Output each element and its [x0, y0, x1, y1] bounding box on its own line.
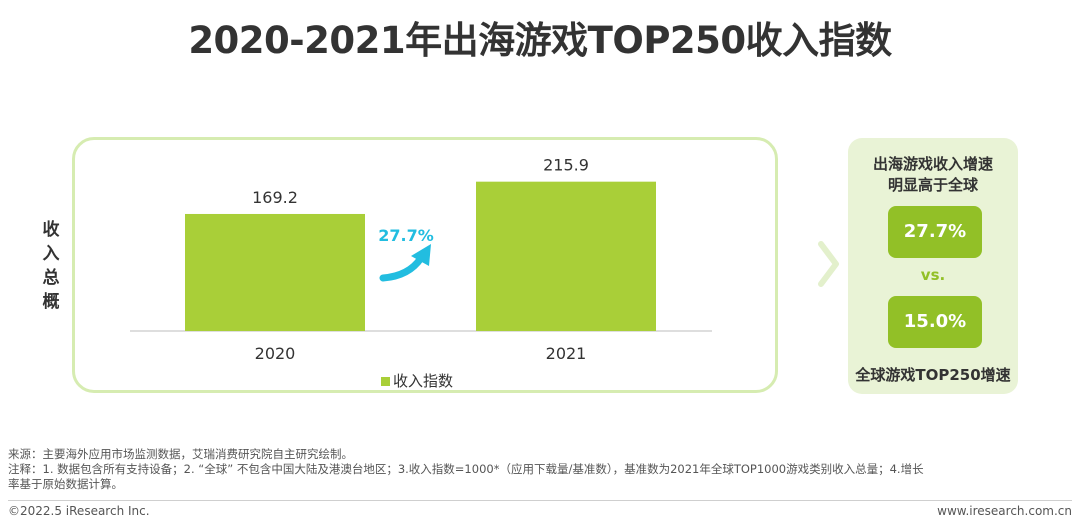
x-tick-2020: 2020	[255, 344, 296, 363]
notes: 来源：主要海外应用市场监测数据，艾瑞消费研究院自主研究绘制。 注释：1. 数据包…	[8, 447, 1072, 492]
comparison-heading-line: 明显高于全球	[887, 176, 978, 194]
source-note: 来源：主要海外应用市场监测数据，艾瑞消费研究院自主研究绘制。	[8, 447, 353, 461]
side-label-char: 收	[42, 220, 60, 240]
side-label: 收 入 总 概	[40, 218, 62, 314]
data-label-2020: 169.2	[252, 188, 298, 207]
growth-arrow-icon	[379, 254, 425, 282]
side-label-char: 入	[42, 244, 60, 264]
bar-2020	[185, 213, 365, 331]
comparison-heading-line: 出海游戏收入增速	[872, 155, 993, 173]
x-tick-2021: 2021	[546, 344, 587, 363]
page-title: 2020-2021年出海游戏TOP250收入指数	[188, 19, 892, 62]
bar-2021	[476, 181, 656, 331]
website-link: www.iresearch.com.cn	[937, 504, 1072, 518]
global-growth-badge: 15.0%	[888, 296, 982, 348]
legend-swatch	[381, 377, 390, 386]
side-label-char: 概	[42, 292, 60, 312]
growth-arrowhead-icon	[411, 244, 431, 266]
annotation-note-line2: 率基于原始数据计算。	[8, 477, 123, 491]
overseas-growth-badge: 27.7%	[888, 206, 982, 258]
comparison-footer: 全球游戏TOP250增速	[855, 366, 1011, 384]
copyright: ©2022.5 iResearch Inc.	[8, 504, 150, 518]
footer-divider	[8, 500, 1072, 501]
side-label-char: 总	[42, 268, 60, 288]
annotation-note-line1: 注释：1. 数据包含所有支持设备；2. “全球” 不包含中国大陆及港澳台地区；3…	[8, 462, 924, 476]
revenue-index-chart: 169.2 2020 215.9 2021 27.7% 收入指数	[130, 156, 712, 390]
vs-label: vs.	[920, 266, 946, 284]
chart-panel: 169.2 2020 215.9 2021 27.7% 收入指数	[72, 137, 778, 393]
data-label-2021: 215.9	[543, 156, 589, 175]
legend-label: 收入指数	[393, 372, 453, 390]
chevron-right-icon	[818, 241, 839, 287]
comparison-panel: 出海游戏收入增速 明显高于全球 27.7% vs. 15.0% 全球游戏TOP2…	[848, 138, 1018, 394]
comparison-heading: 出海游戏收入增速 明显高于全球	[848, 154, 1018, 196]
growth-annotation: 27.7%	[378, 226, 434, 245]
